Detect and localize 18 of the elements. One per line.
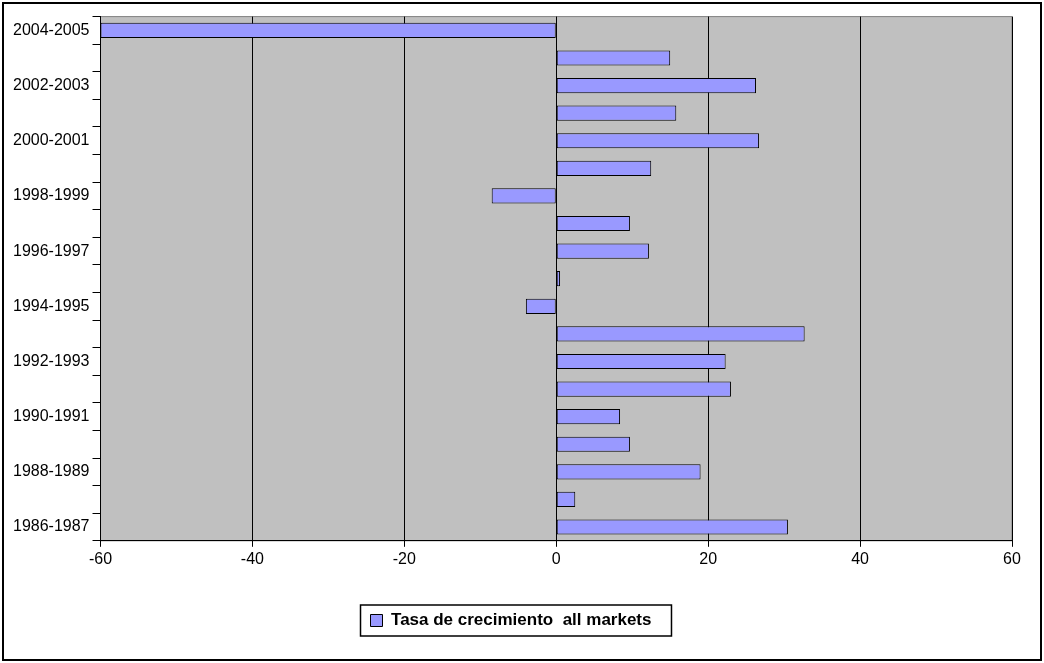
y-tick-label: 1990-1991	[13, 407, 90, 425]
y-tick-label: 1992-1993	[13, 351, 90, 369]
y-tick-label: 1988-1989	[13, 462, 90, 480]
x-tick-label: -20	[392, 549, 417, 567]
x-tick-label: 20	[699, 549, 718, 567]
y-tick-label: 1986-1987	[13, 517, 90, 535]
y-tick-label: 1996-1997	[13, 241, 90, 259]
y-tick-label: 1998-1999	[13, 186, 90, 204]
y-tick-label: 2000-2001	[13, 131, 90, 149]
x-tick-label: 40	[851, 549, 870, 567]
x-tick-label: 0	[551, 549, 561, 567]
y-tick-label: 1994-1995	[13, 296, 90, 314]
x-tick-label: -40	[240, 549, 265, 567]
y-tick-label: 2004-2005	[13, 20, 90, 38]
y-tick-label: 2002-2003	[13, 75, 90, 93]
x-tick-label: 60	[1003, 549, 1021, 567]
legend-label: Tasa de crecimiento all markets	[391, 610, 652, 630]
x-tick-label: -60	[88, 549, 113, 567]
